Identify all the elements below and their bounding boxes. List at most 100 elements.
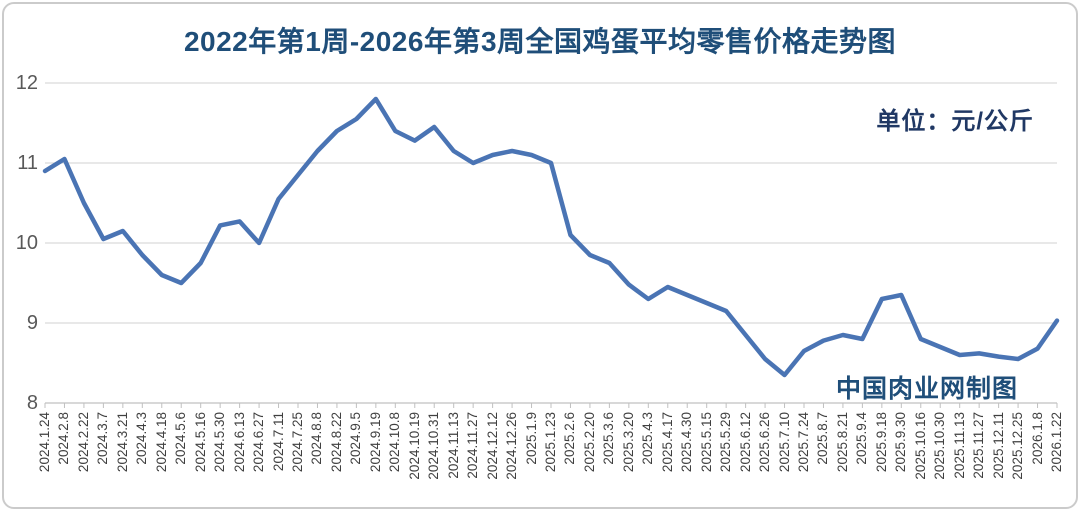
- y-axis-label: 11: [17, 152, 38, 174]
- x-axis-label-text: 2025.7.10: [776, 412, 792, 473]
- x-axis-label: 2024.2.22: [76, 411, 91, 507]
- x-axis-label-text: 2024.3.21: [114, 412, 130, 473]
- x-axis-label-text: 2024.10.8: [387, 412, 403, 473]
- x-axis-label: 2025.3.20: [620, 411, 636, 507]
- x-axis-label-text: 2024.10.31: [426, 412, 442, 480]
- x-axis-label: 2025.2.6: [562, 411, 578, 507]
- x-axis-label-text: 2024.7.25: [290, 412, 305, 473]
- x-axis-label: 2024.1.24: [37, 411, 52, 507]
- x-axis-label-text: 2026.1.8: [1029, 412, 1045, 465]
- x-axis-label: 2024.5.30: [212, 411, 228, 507]
- x-axis-label-text: 2024.1.24: [37, 412, 52, 473]
- x-axis-label: 2025.1.9: [523, 411, 539, 507]
- x-axis-label: 2025.6.12: [737, 411, 753, 507]
- x-axis-label-text: 2025.8.7: [815, 412, 831, 465]
- x-axis-label: 2024.6.27: [251, 411, 267, 507]
- x-axis-label-text: 2024.9.19: [367, 412, 383, 473]
- x-axis-label: 2024.8.8: [309, 411, 325, 507]
- x-axis-label: 2024.12.12: [484, 411, 500, 507]
- x-axis-label: 2025.7.10: [776, 411, 792, 507]
- x-axis-label-text: 2025.3.6: [601, 412, 617, 465]
- x-axis-label-text: 2025.3.20: [620, 412, 636, 473]
- chart-title: 2022年第1周-2026年第3周全国鸡蛋平均零售价格走势图: [183, 26, 897, 57]
- x-axis-label-text: 2024.2.8: [56, 412, 72, 465]
- x-axis-label-text: 2025.1.9: [523, 412, 539, 465]
- x-axis-label-text: 2024.11.27: [465, 412, 481, 479]
- x-axis-label-text: 2025.7.24: [796, 412, 811, 473]
- x-axis-label: 2024.6.13: [231, 411, 247, 507]
- y-axis-label: 8: [26, 392, 38, 414]
- x-axis-label: 2025.11.13: [951, 411, 967, 507]
- x-axis-label-text: 2024.4.18: [153, 412, 169, 473]
- x-axis-label-text: 2024.11.13: [445, 412, 461, 479]
- x-axis-label-text: 2025.12.11: [990, 412, 1006, 479]
- x-axis-label: 2025.5.15: [698, 411, 714, 507]
- x-axis-label-text: 2025.12.25: [1010, 412, 1026, 480]
- x-axis-label: 2024.11.27: [465, 411, 481, 507]
- x-axis-label-text: 2025.4.30: [679, 412, 695, 473]
- x-axis-label: 2026.1.22: [1049, 411, 1064, 507]
- x-axis-label-text: 2025.10.16: [912, 412, 928, 480]
- x-axis-label: 2025.1.23: [543, 411, 558, 507]
- x-axis-label: 2024.5.16: [192, 411, 208, 507]
- x-axis-label-text: 2025.9.4: [854, 412, 870, 465]
- x-axis-label-text: 2025.4.3: [640, 412, 656, 465]
- x-axis-label: 2024.2.8: [56, 411, 72, 507]
- x-axis-label: 2025.4.3: [640, 411, 656, 507]
- x-axis-label: 2024.10.8: [387, 411, 403, 507]
- x-axis-label-text: 2024.5.30: [212, 412, 228, 473]
- x-axis-label: 2025.8.21: [834, 411, 850, 507]
- x-axis-label-text: 2025.9.30: [893, 412, 909, 473]
- x-axis-label-text: 2024.12.26: [504, 412, 520, 480]
- x-axis-label-text: 2024.4.3: [134, 412, 150, 465]
- x-axis-label: 2024.8.22: [328, 411, 344, 507]
- x-axis-label-text: 2025.6.26: [757, 412, 773, 473]
- x-axis-label-text: 2025.2.6: [562, 412, 578, 465]
- x-axis-label: 2025.4.30: [679, 411, 695, 507]
- x-axis-label-text: 2024.8.22: [328, 412, 344, 473]
- x-axis-label-text: 2024.12.12: [484, 412, 500, 480]
- x-axis-label: 2024.11.13: [445, 411, 461, 507]
- x-axis-label-text: 2024.5.16: [192, 412, 208, 473]
- x-axis-label: 2025.2.20: [581, 411, 597, 507]
- x-axis-label-text: 2025.2.20: [581, 412, 597, 473]
- x-axis-label: 2024.9.5: [348, 411, 363, 507]
- x-axis-label-text: 2026.1.22: [1049, 412, 1064, 473]
- x-axis-label-text: 2024.6.13: [231, 412, 247, 473]
- x-axis-label: 2025.9.18: [873, 411, 889, 507]
- x-axis-label-text: 2025.11.13: [951, 412, 967, 479]
- x-axis-label: 2024.7.25: [290, 411, 305, 507]
- x-axis-label-text: 2025.6.12: [737, 412, 753, 473]
- x-axis-label-text: 2025.1.23: [543, 412, 558, 473]
- x-axis-label: 2024.5.6: [173, 411, 188, 507]
- x-axis-label: 2025.6.26: [757, 411, 773, 507]
- x-axis-label: 2025.4.17: [660, 411, 675, 507]
- x-axis-label: 2025.9.30: [893, 411, 909, 507]
- x-axis-label: 2025.10.16: [912, 411, 928, 507]
- x-axis-label-text: 2025.8.21: [834, 412, 850, 473]
- x-axis-label: 2025.12.11: [990, 411, 1006, 507]
- x-axis-label: 2025.5.29: [718, 411, 734, 507]
- x-axis-label-text: 2024.8.8: [309, 412, 325, 465]
- x-axis-label: 2024.9.19: [367, 411, 383, 507]
- x-axis-label-text: 2025.5.15: [698, 412, 714, 473]
- x-axis-label: 2025.9.4: [854, 411, 870, 507]
- x-axis-label: 2024.4.3: [134, 411, 150, 507]
- y-axis-label: 10: [15, 232, 38, 254]
- x-axis-label-text: 2025.9.18: [873, 412, 889, 473]
- y-axis-label: 12: [15, 72, 38, 94]
- x-axis-label-text: 2025.11.27: [971, 412, 987, 479]
- x-axis-label-text: 2025.10.30: [932, 412, 948, 480]
- y-axis-label: 9: [26, 312, 38, 334]
- watermark-source-label: 中国肉业网制图: [836, 375, 1019, 403]
- x-axis-label-text: 2024.6.27: [251, 412, 267, 473]
- x-axis-label: 2025.7.24: [796, 411, 811, 507]
- x-axis-label: 2024.10.31: [426, 411, 442, 507]
- x-axis-label: 2026.1.8: [1029, 411, 1045, 507]
- x-axis-label-text: 2025.5.29: [718, 412, 734, 473]
- x-axis-label-text: 2024.3.7: [95, 412, 111, 465]
- x-axis-label: 2024.12.26: [504, 411, 520, 507]
- x-axis-label: 2025.11.27: [971, 411, 987, 507]
